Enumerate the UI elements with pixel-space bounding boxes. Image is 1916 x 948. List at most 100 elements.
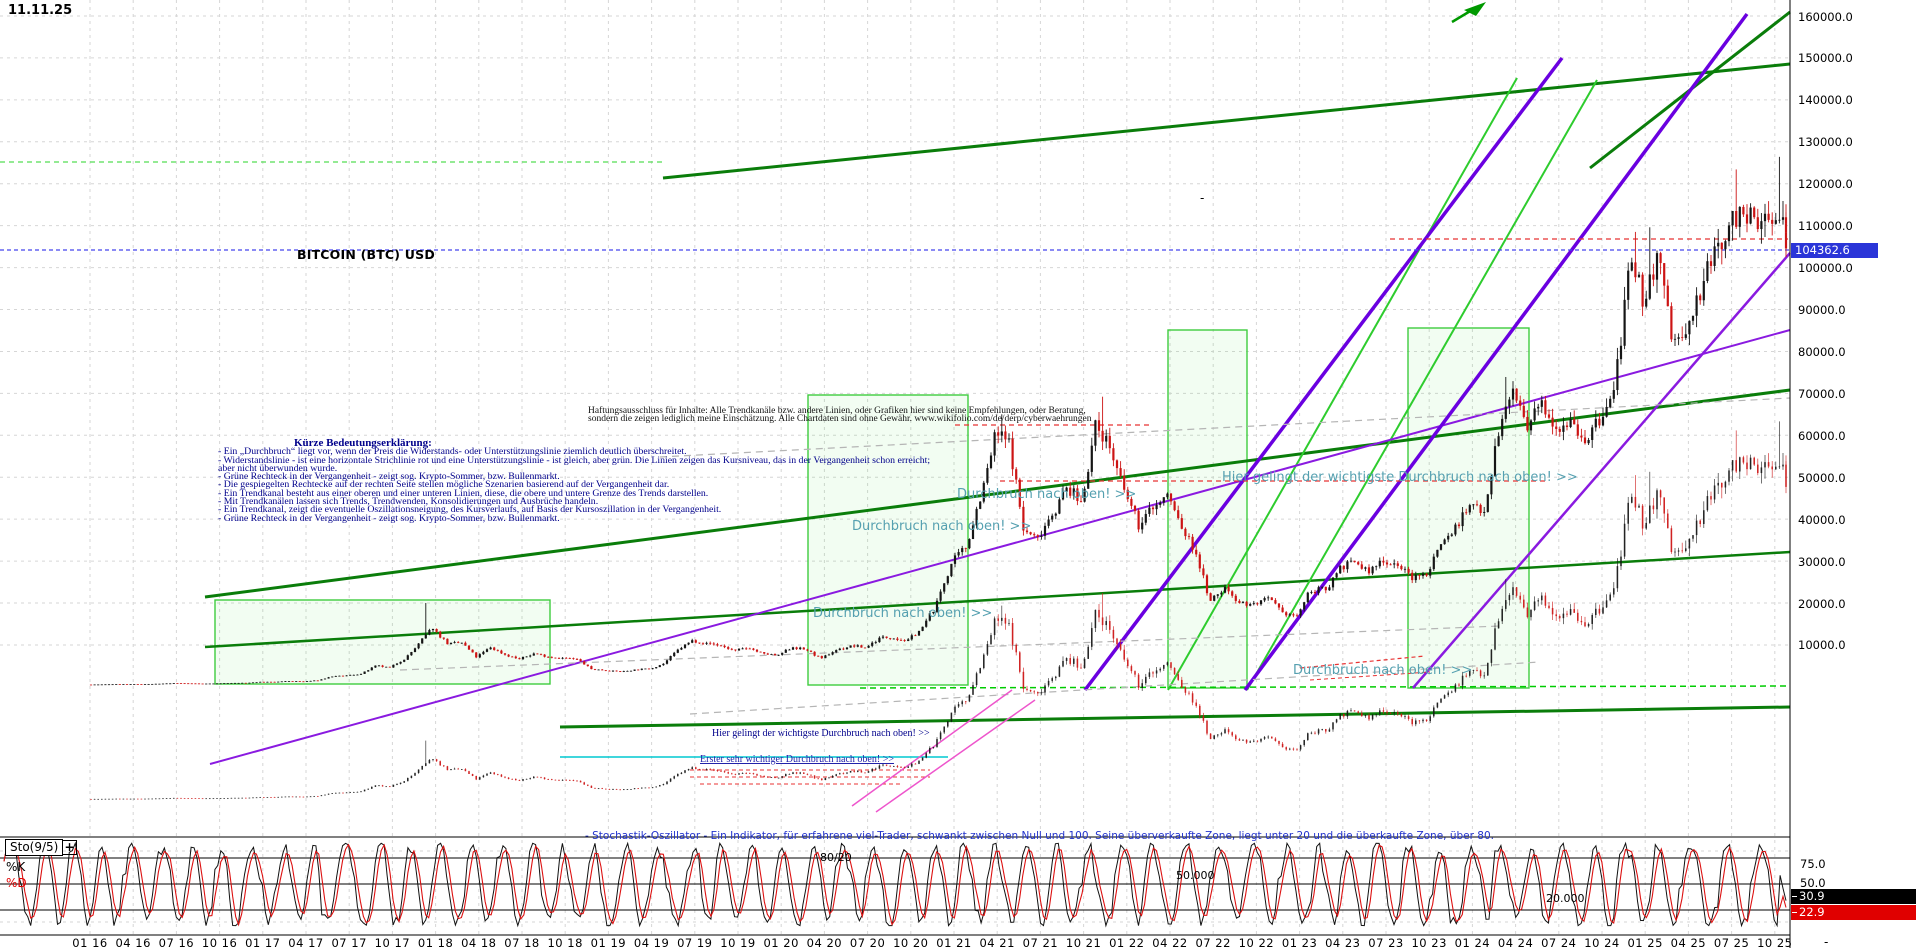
osc-d-value-badge: 22.9 bbox=[1791, 905, 1916, 920]
time-axis-label: 01 18 bbox=[417, 936, 454, 948]
annotation-text: Hier gelingt der wichtigste Durchbruch n… bbox=[712, 728, 930, 739]
osc-axis-75: 75.0 bbox=[1800, 857, 1826, 871]
price-axis-label: 70000.0 bbox=[1798, 386, 1846, 401]
time-axis-label: 10 23 bbox=[1411, 936, 1447, 948]
time-axis-label: 10 17 bbox=[374, 936, 411, 948]
time-axis-label: 07 21 bbox=[1022, 936, 1059, 948]
time-axis-label: 07 18 bbox=[504, 936, 540, 948]
disclaimer-line-1: Haftungsausschluss für Inhalte: Alle Tre… bbox=[588, 406, 1086, 416]
price-axis-label: 160000.0 bbox=[1798, 9, 1853, 24]
time-axis-label: 10 18 bbox=[547, 936, 583, 948]
time-axis-label: 04 16 bbox=[115, 936, 151, 948]
annotation-text: Durchbruch nach oben! >> bbox=[1293, 663, 1473, 678]
time-axis-label: 04 23 bbox=[1325, 936, 1361, 948]
time-axis-label: 07 25 bbox=[1713, 936, 1750, 948]
current-price-badge: 104362.6 bbox=[1791, 243, 1878, 258]
time-axis-label: 10 19 bbox=[720, 936, 756, 948]
time-axis-label: 04 18 bbox=[461, 936, 497, 948]
osc-level-label-50: 50.000 bbox=[1176, 869, 1215, 882]
legend-heading: Kürze Bedeutungserklärung: bbox=[294, 437, 432, 449]
legend-line: - Widerstandslinie - ist eine horizontal… bbox=[218, 454, 931, 474]
price-axis-label: 80000.0 bbox=[1798, 344, 1846, 359]
time-axis-end-dash: - bbox=[1824, 935, 1829, 948]
annotation-text: Hier gelingt der wichtigste Durchbruch n… bbox=[1222, 470, 1578, 485]
legend-line: - Ein „Durchbruch“ liegt vor, wenn der P… bbox=[218, 446, 687, 458]
time-axis-label: 10 24 bbox=[1584, 936, 1620, 948]
time-axis-label: 01 19 bbox=[590, 936, 627, 948]
price-axis-label: 90000.0 bbox=[1798, 303, 1846, 317]
time-axis-label: 01 17 bbox=[245, 936, 281, 948]
annotation-text: Durchbruch nach oben! >> bbox=[852, 519, 1032, 534]
pane-borders bbox=[0, 0, 1791, 948]
disclaimer-line-2: sondern die zeigen lediglich meine Einsc… bbox=[588, 413, 1092, 424]
price-axis-label: 120000.0 bbox=[1798, 177, 1853, 192]
price-axis-label: 30000.0 bbox=[1798, 554, 1846, 569]
price-axis-label: 110000.0 bbox=[1798, 219, 1853, 234]
time-axis-label: 07 16 bbox=[158, 936, 195, 948]
percent-k-label: %K bbox=[6, 860, 26, 874]
time-axis-label: 10 25 bbox=[1757, 936, 1793, 948]
price-axis-label: 140000.0 bbox=[1798, 93, 1853, 108]
green-up-arrow-icon bbox=[1451, 2, 1486, 24]
percent-d-label: %D bbox=[6, 876, 27, 890]
time-axis-label: 07 22 bbox=[1195, 936, 1231, 948]
annotation-text: Durchbruch nach oben! >> bbox=[957, 487, 1137, 502]
time-axis-label: 07 19 bbox=[677, 936, 713, 948]
time-axis-label: 04 19 bbox=[633, 936, 670, 948]
time-axis-label: 01 23 bbox=[1281, 936, 1318, 948]
time-axis-label: 10 20 bbox=[893, 936, 929, 948]
time-axis-label: 10 22 bbox=[1238, 936, 1275, 948]
time-axis-label: 01 16 bbox=[72, 936, 108, 948]
osc-level-label-80-20: 80/20 bbox=[820, 851, 852, 864]
stochastic-oscillator-plot bbox=[0, 841, 1790, 928]
price-axis-label: 150000.0 bbox=[1798, 51, 1853, 66]
time-axis-label: 04 24 bbox=[1497, 936, 1534, 948]
candlestick-series bbox=[89, 156, 1788, 686]
stochastic-description: - Stochastik-Oszillator - Ein Indikator,… bbox=[585, 830, 1494, 842]
time-axis-label: 01 24 bbox=[1454, 936, 1491, 948]
disclaimer-text: Haftungsausschluss für Inhalte: Alle Tre… bbox=[588, 406, 1288, 424]
price-axis-label: 100000.0 bbox=[1798, 261, 1853, 276]
annotation-text: - bbox=[1200, 191, 1205, 205]
chart-date-label: 11.11.25 bbox=[8, 3, 73, 18]
price-axis-label: 40000.0 bbox=[1798, 512, 1846, 527]
annotation-text: Erster sehr wichtiger Durchbruch nach ob… bbox=[700, 754, 894, 765]
price-axis-label: 20000.0 bbox=[1798, 596, 1846, 611]
secondary-candle-series bbox=[90, 421, 1787, 800]
chart-symbol-title: BITCOIN (BTC) USD bbox=[297, 247, 435, 262]
time-axis-label: 07 23 bbox=[1368, 936, 1404, 948]
price-axis-label: 10000.0 bbox=[1798, 638, 1846, 653]
add-indicator-button[interactable]: + bbox=[62, 840, 77, 855]
time-axis-label: 04 25 bbox=[1670, 936, 1707, 948]
time-axis-label: 01 22 bbox=[1109, 936, 1145, 948]
trend-lines bbox=[0, 10, 1791, 813]
osc-level-label-20: 20.000 bbox=[1546, 892, 1585, 905]
legend-explanation-block: Kürze Bedeutungserklärung: - Ein „Durchb… bbox=[218, 437, 934, 524]
time-axis-label: 01 20 bbox=[763, 936, 799, 948]
time-axis-label: 04 22 bbox=[1152, 936, 1188, 948]
legend-line: - Ein Trendkanal besteht aus einer obere… bbox=[218, 487, 709, 499]
legend-line: - Grüne Rechteck in der Vergangenheit - … bbox=[218, 471, 560, 483]
legend-line: - Die gespiegelten Rechtecke auf der rec… bbox=[218, 479, 670, 491]
time-axis-label: 07 17 bbox=[331, 936, 367, 948]
osc-k-value-badge: 30.9 bbox=[1791, 889, 1916, 904]
time-axis-label: 07 24 bbox=[1541, 936, 1577, 948]
time-axis-label: 01 21 bbox=[936, 936, 972, 948]
time-axis-label: 01 25 bbox=[1627, 936, 1663, 948]
time-axis-label: 04 21 bbox=[979, 936, 1015, 948]
osc-axis-50: 50.0 bbox=[1800, 876, 1826, 890]
time-axis-label: 10 16 bbox=[201, 936, 238, 948]
stochastic-indicator-label[interactable]: Sto(9/5) bbox=[5, 839, 64, 856]
time-axis-label: 10 21 bbox=[1065, 936, 1102, 948]
legend-line: - Ein Trendkanal, zeigt die eventuelle O… bbox=[218, 504, 722, 516]
legend-line: - Grüne Rechteck in der Vergangenheit - … bbox=[218, 512, 560, 524]
time-axis-label: 04 20 bbox=[806, 936, 843, 948]
price-axis-label: 50000.0 bbox=[1798, 470, 1846, 485]
annotation-text: Durchbruch nach oben! >> bbox=[813, 606, 993, 621]
price-axis-label: 130000.0 bbox=[1798, 135, 1853, 150]
price-axis-label: 60000.0 bbox=[1798, 428, 1846, 443]
time-axis-label: 07 20 bbox=[849, 936, 886, 948]
time-axis-label: 04 17 bbox=[288, 936, 324, 948]
